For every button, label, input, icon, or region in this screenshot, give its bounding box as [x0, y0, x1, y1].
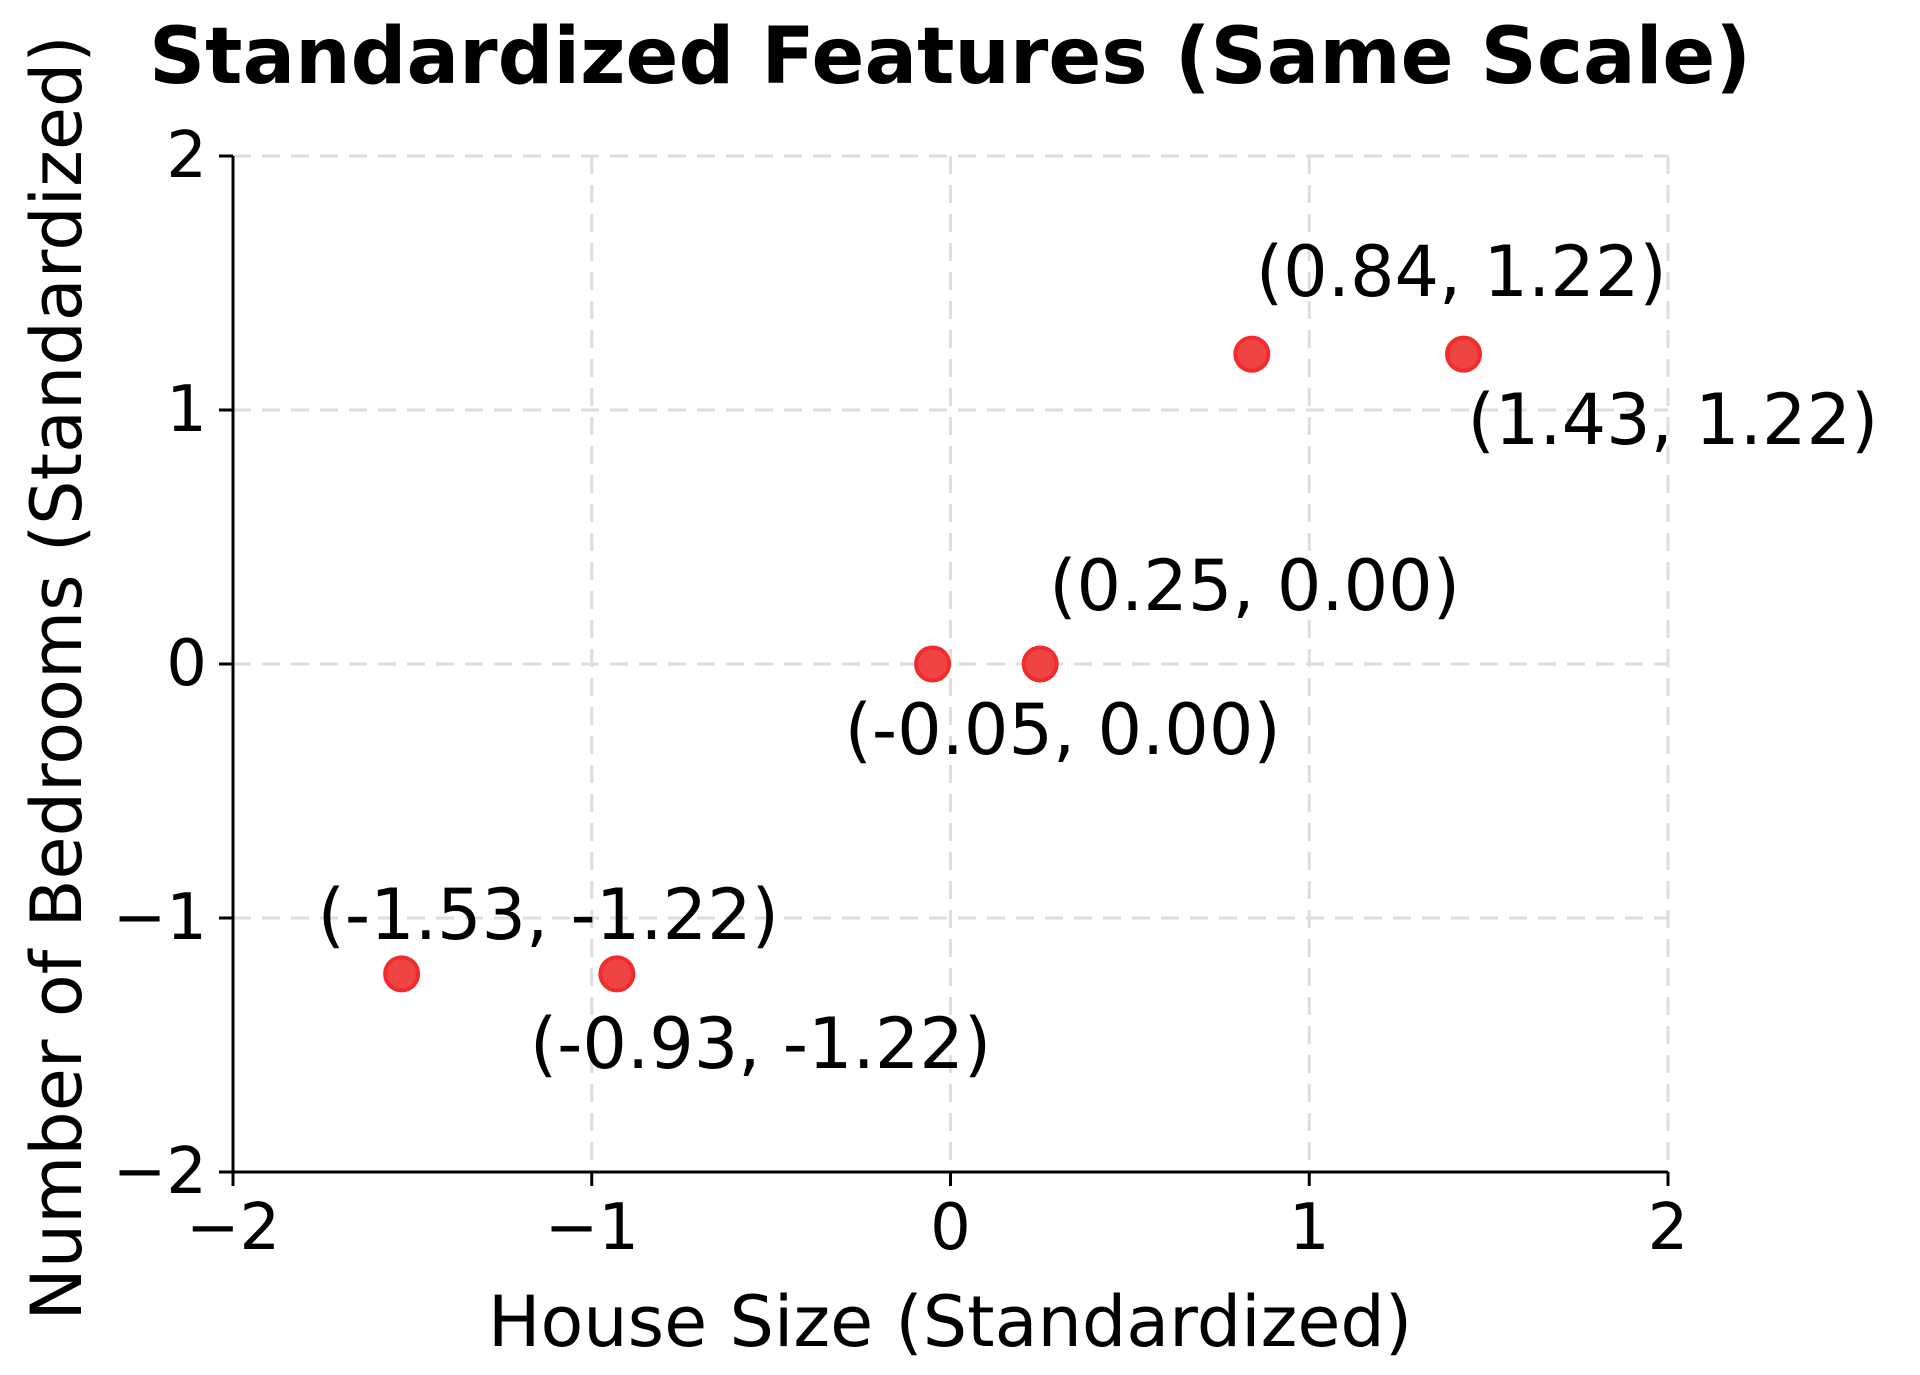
scatter-point [598, 955, 636, 993]
x-axis-label: House Size (Standardized) [487, 1281, 1413, 1363]
x-tick-label: 1 [1289, 1191, 1330, 1265]
point-annotation: (-1.53, -1.22) [318, 874, 779, 956]
x-tick-label: −1 [545, 1191, 639, 1265]
x-tick-label: −2 [186, 1191, 280, 1265]
y-tick-label: −1 [113, 881, 207, 955]
point-annotation: (0.84, 1.22) [1256, 231, 1667, 313]
chart-title: Standardized Features (Same Scale) [149, 12, 1751, 102]
y-axis-label: Number of Bedrooms (Standardized) [16, 35, 98, 1321]
y-tick-label: −2 [113, 1135, 207, 1209]
x-tick-label: 2 [1648, 1191, 1689, 1265]
scatter-point [1233, 335, 1271, 373]
scatter-point [383, 955, 421, 993]
y-tick-label: 2 [166, 119, 207, 193]
point-annotation: (0.25, 0.00) [1049, 545, 1460, 627]
x-tick-label: 0 [930, 1191, 971, 1265]
point-annotation: (1.43, 1.22) [1468, 379, 1879, 461]
scatter-point [1021, 645, 1059, 683]
y-tick-label: 0 [166, 627, 207, 701]
point-annotation: (-0.93, -1.22) [530, 1003, 991, 1085]
point-annotation: (-0.05, 0.00) [845, 689, 1281, 771]
scatter-point [1445, 335, 1483, 373]
scatter-point [914, 645, 952, 683]
y-tick-label: 1 [166, 373, 207, 447]
